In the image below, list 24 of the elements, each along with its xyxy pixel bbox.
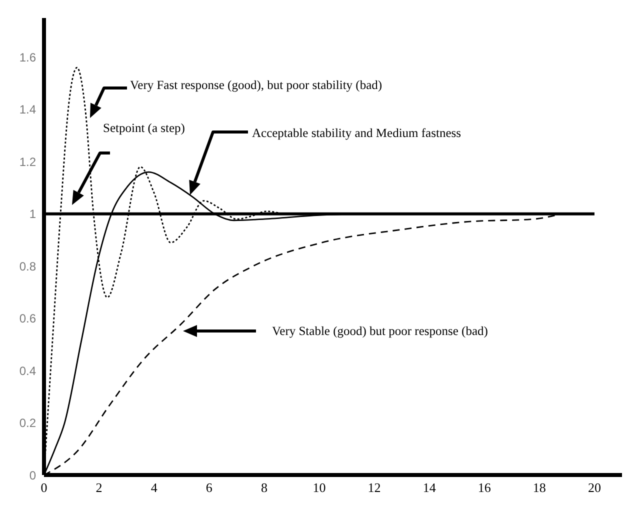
y-tick-label: 1.2 xyxy=(19,154,36,169)
annotation: Very Stable (good) but poor response (bad) xyxy=(272,324,488,338)
x-tick-label: 6 xyxy=(206,480,213,496)
y-tick-label: 0.2 xyxy=(19,416,36,430)
x-tick-label: 8 xyxy=(260,480,268,496)
annotation: Acceptable stability and Medium fastness xyxy=(252,126,462,140)
x-tick-label: 20 xyxy=(588,480,601,496)
y-tick-label: 1.4 xyxy=(19,102,36,117)
annotation: Very Fast response (good), but poor stability (bad) xyxy=(130,78,382,92)
y-tick-label: 0.4 xyxy=(19,364,36,378)
x-tick-label: 12 xyxy=(368,480,381,496)
x-tick-label: 4 xyxy=(150,480,158,496)
y-tick-label: 0.6 xyxy=(19,312,36,326)
annotation: Setpoint (a step) xyxy=(103,121,185,135)
y-tick-label: 1 xyxy=(29,207,36,222)
y-tick-label: 0 xyxy=(29,468,36,482)
x-tick-label: 10 xyxy=(312,480,326,496)
x-tick-label: 16 xyxy=(478,480,492,496)
x-tick-label: 18 xyxy=(532,480,546,496)
x-tick-label: 2 xyxy=(96,480,102,496)
y-tick-label: 0.8 xyxy=(19,259,36,274)
x-tick-label: 0 xyxy=(40,480,48,496)
y-tick-label: 1.6 xyxy=(19,50,36,64)
x-tick-label: 14 xyxy=(422,480,436,496)
